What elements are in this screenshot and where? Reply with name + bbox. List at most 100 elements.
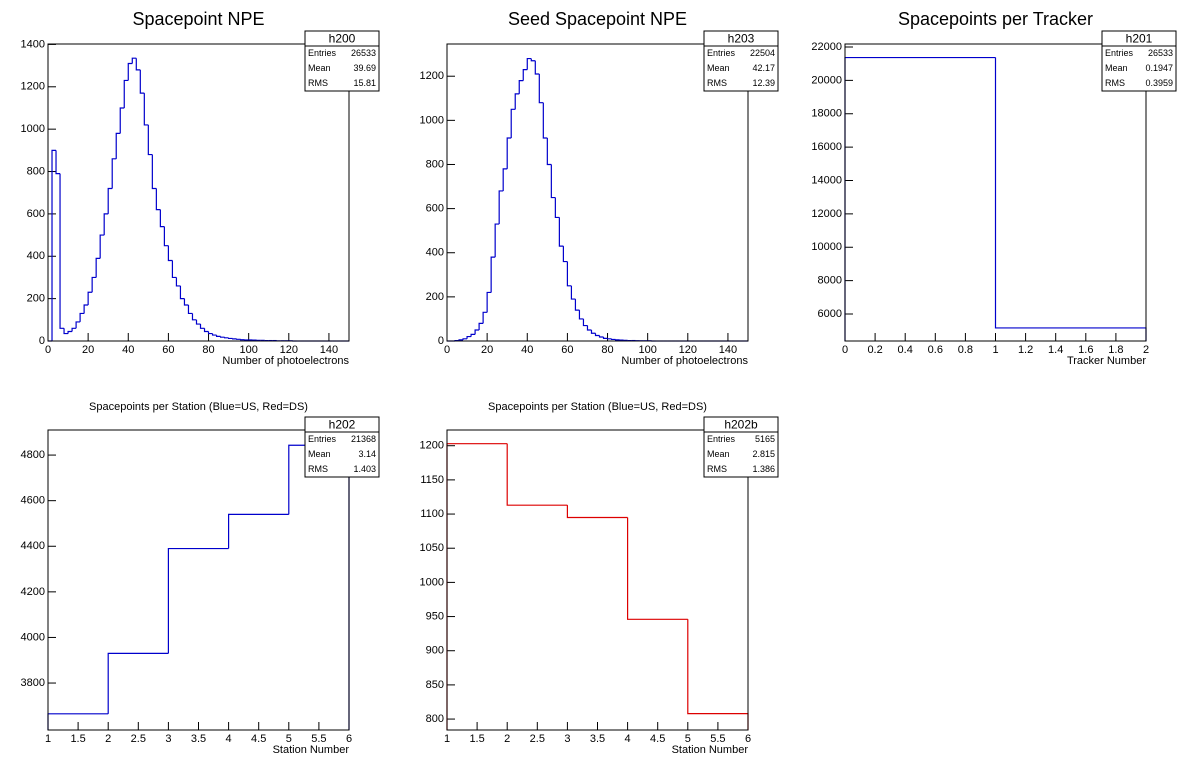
histogram-bin — [542, 102, 548, 139]
y-tick-label: 1100 — [420, 508, 444, 520]
histogram-bin — [59, 173, 65, 329]
stats-box: h202 Entries 21368 Mean 3.14 RMS 1.403 — [304, 416, 380, 478]
x-tick-label: 4 — [625, 733, 631, 745]
histogram-bin — [63, 328, 69, 335]
x-tick-label: 40 — [521, 344, 533, 356]
x-tick-label: 6 — [346, 733, 352, 745]
histogram-bin — [446, 443, 508, 730]
histogram-bin — [510, 108, 516, 138]
y-tick-label: 200 — [27, 293, 45, 305]
histogram-bin — [95, 257, 101, 278]
x-tick-label: 60 — [162, 344, 174, 356]
stats-name: h203 — [728, 32, 755, 46]
histogram-bin — [550, 164, 556, 199]
x-tick-label: 5 — [685, 733, 691, 745]
y-tick-label: 3800 — [21, 677, 45, 689]
histogram-bin — [288, 444, 350, 730]
x-tick-label: 0 — [45, 344, 51, 356]
histogram-bin — [223, 337, 229, 339]
stats-value: 22504 — [750, 48, 775, 58]
stats-value: 15.81 — [353, 78, 376, 88]
x-tick-label: 1 — [992, 344, 998, 356]
x-tick-label: 120 — [679, 344, 697, 356]
x-tick-label: 140 — [719, 344, 737, 356]
x-tick-label: 3.5 — [590, 733, 605, 745]
histogram-panel: Spacepoints per Station (Blue=US, Red=DS… — [21, 401, 380, 756]
x-tick-label: 20 — [82, 344, 94, 356]
stats-label: RMS — [707, 78, 727, 88]
histogram-bin — [87, 291, 93, 305]
stats-label: Entries — [707, 434, 736, 444]
histogram-bin — [71, 327, 77, 332]
histogram-bin — [207, 331, 213, 335]
y-tick-label: 1050 — [420, 542, 444, 554]
histogram-bin — [127, 62, 133, 81]
histogram-bin — [159, 209, 165, 228]
y-tick-label: 600 — [426, 203, 444, 215]
histogram-bin — [211, 333, 217, 336]
y-tick-label: 16000 — [811, 141, 842, 153]
histogram-bin — [546, 137, 552, 166]
y-tick-label: 4400 — [21, 540, 45, 552]
histogram-bin — [219, 336, 225, 338]
y-tick-label: 1000 — [420, 576, 444, 588]
histogram-bin — [119, 107, 125, 134]
y-tick-label: 4600 — [21, 495, 45, 507]
histogram-panel: Spacepoint NPE 0 200 400 600 800 1000 1200 1400 0… — [21, 9, 380, 367]
x-tick-label: 1 — [45, 733, 51, 745]
x-tick-label: 100 — [638, 344, 656, 356]
stats-value: 26533 — [351, 48, 376, 58]
y-tick-label: 1200 — [21, 81, 45, 93]
y-tick-label: 400 — [426, 247, 444, 259]
x-tick-label: 1.2 — [1018, 344, 1033, 356]
histogram-bin — [203, 328, 209, 333]
stats-label: Entries — [308, 434, 337, 444]
histogram-bin — [107, 652, 169, 714]
histogram-bin — [228, 337, 233, 340]
y-tick-label: 1200 — [420, 440, 444, 452]
histogram-panel: Spacepoints per Station (Blue=US, Red=DS… — [420, 401, 779, 756]
histogram-bin — [91, 276, 97, 293]
stats-value: 0.3959 — [1145, 78, 1173, 88]
histogram-bin — [99, 234, 105, 259]
plot-frame — [446, 43, 749, 342]
histogram-bin — [155, 188, 161, 211]
stats-box: h200 Entries 26533 Mean 39.69 RMS 15.81 — [304, 30, 380, 92]
x-tick-label: 60 — [561, 344, 573, 356]
x-axis-label: Number of photoelectrons — [621, 355, 748, 367]
stats-frame — [703, 30, 779, 92]
y-tick-label: 900 — [426, 645, 444, 657]
histogram-bin — [518, 80, 524, 94]
histogram-bin — [482, 311, 488, 324]
x-tick-label: 1.4 — [1048, 344, 1063, 356]
x-tick-label: 20 — [481, 344, 493, 356]
x-tick-label: 0.2 — [867, 344, 882, 356]
histogram-bin — [566, 505, 628, 519]
stats-box: h203 Entries 22504 Mean 42.17 RMS 12.39 — [703, 30, 779, 92]
x-tick-label: 1.8 — [1108, 344, 1123, 356]
y-tick-label: 4800 — [21, 449, 45, 461]
y-tick-label: 10000 — [811, 241, 842, 253]
histogram-bin — [486, 291, 492, 313]
stats-label: Mean — [308, 63, 331, 73]
histogram-bin — [195, 319, 201, 325]
histogram-bin — [558, 217, 564, 247]
histogram-bin — [55, 150, 61, 175]
chart-title: Spacepoints per Station (Blue=US, Red=DS… — [89, 401, 308, 413]
stats-value: 26533 — [1148, 48, 1173, 58]
histogram-bin — [131, 57, 137, 64]
histogram-bin — [167, 547, 229, 654]
x-tick-label: 5.5 — [710, 733, 725, 745]
histogram-bin — [586, 325, 592, 331]
stats-box: h202b Entries 5165 Mean 2.815 RMS 1.386 — [703, 416, 779, 478]
histogram-bin — [111, 158, 117, 189]
x-tick-label: 0 — [842, 344, 848, 356]
stats-value: 2.815 — [752, 449, 775, 459]
histogram-bin — [171, 260, 177, 279]
plot-frame — [47, 429, 350, 731]
histogram-bin — [994, 57, 1147, 341]
histogram-bin — [490, 256, 496, 293]
stats-label: RMS — [308, 464, 328, 474]
y-tick-label: 4000 — [21, 631, 45, 643]
